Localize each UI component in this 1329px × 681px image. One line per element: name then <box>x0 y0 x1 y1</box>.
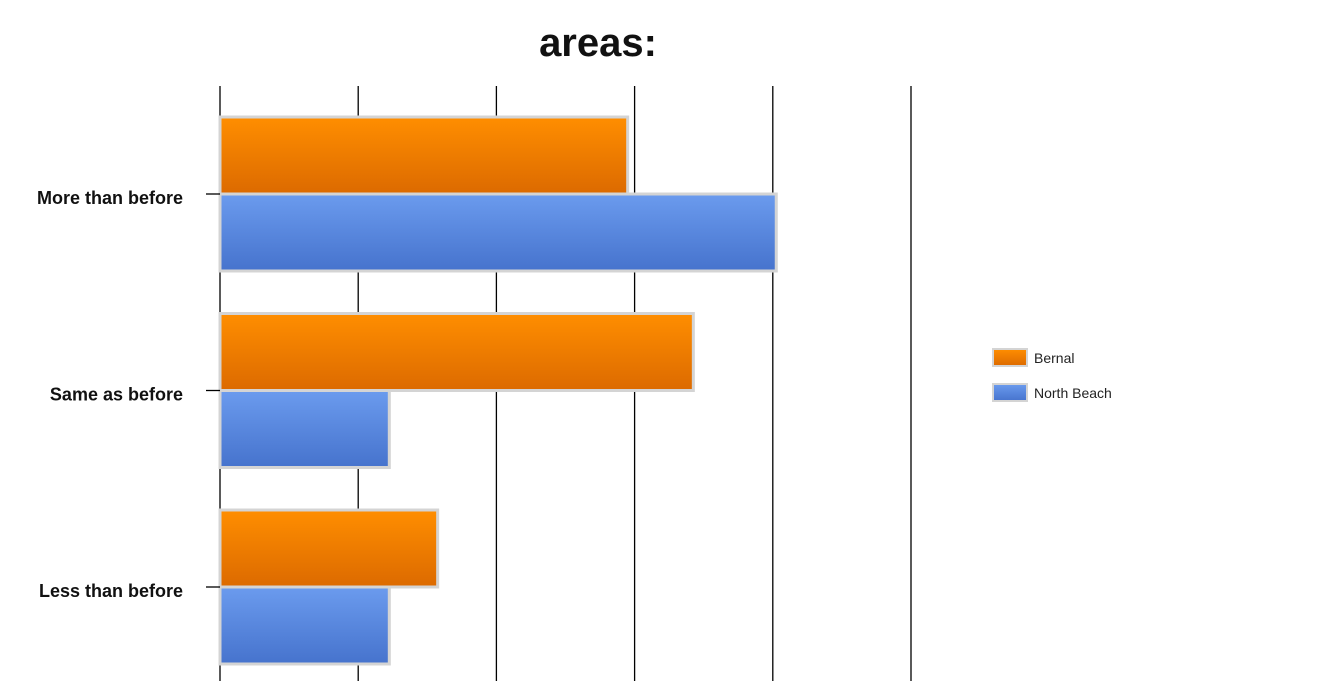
category-label: Same as before <box>50 385 183 405</box>
bar-north-beach <box>218 585 391 666</box>
bar-bernal <box>218 508 440 589</box>
category-label: Less than before <box>39 581 183 601</box>
legend-label: North Beach <box>1034 385 1112 401</box>
bars <box>218 115 778 666</box>
legend-label: Bernal <box>1034 350 1074 366</box>
bar-north-beach <box>218 192 778 273</box>
chart-title: areas: <box>539 21 657 65</box>
chart-title-line-2: areas: <box>539 21 657 65</box>
legend-swatch <box>992 383 1028 402</box>
bar-north-beach <box>218 389 391 469</box>
legend: Bernal North Beach <box>992 348 1112 402</box>
category-label: More than before <box>37 188 183 208</box>
category-axis: More than before Same as before Less than … <box>37 188 220 601</box>
bar-bernal <box>218 312 695 392</box>
legend-swatch <box>992 348 1028 367</box>
bar-bernal <box>218 115 630 196</box>
